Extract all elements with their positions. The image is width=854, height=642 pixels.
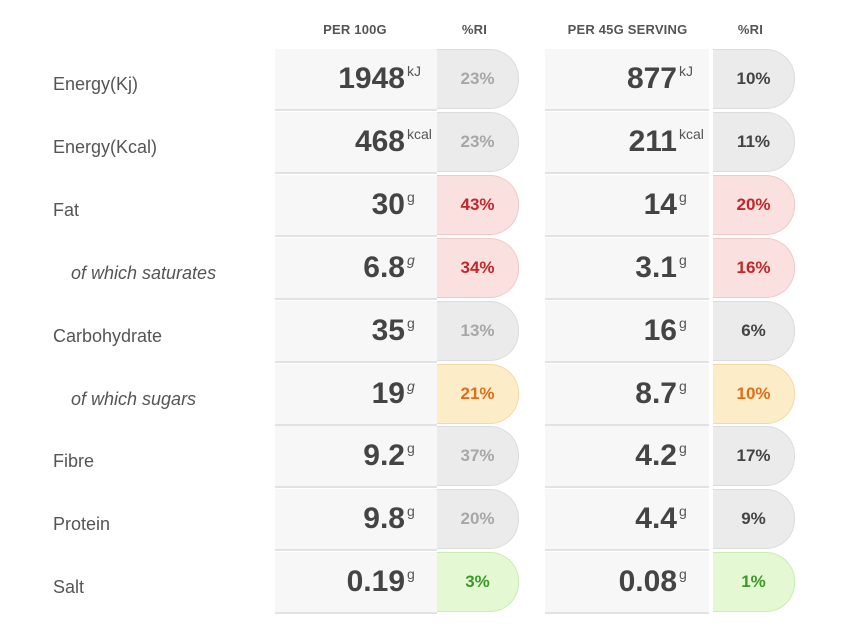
nutrient-label: Fat: [53, 200, 80, 220]
ri-serving-badge: 10%: [713, 49, 795, 109]
nutrient-row: Fibre 9.2 g 37% 4.2 g 17%: [0, 426, 854, 488]
per-100g-cell: 35 g: [275, 301, 437, 363]
per-100g-cell: 6.8 g: [275, 238, 437, 300]
per-100g-cell: 1948 kJ: [275, 49, 437, 111]
per-serving-value: 8.7: [635, 377, 677, 410]
header-ri-serving: %RI: [737, 22, 764, 37]
per-serving-unit: g: [679, 566, 687, 582]
per-100g-unit: g: [407, 315, 415, 331]
per-100g-unit: kJ: [407, 63, 421, 79]
nutrient-label: of which saturates: [71, 263, 217, 283]
per-serving-value: 4.2: [635, 439, 677, 472]
nutrient-row: of which saturates 6.8 g 34% 3.1 g 16%: [0, 238, 854, 300]
per-serving-unit: g: [679, 252, 687, 268]
per-serving-value: 3.1: [635, 251, 677, 284]
per-serving-value: 211: [628, 125, 677, 158]
ri-serving-badge: 17%: [713, 426, 795, 486]
per-100g-value: 30: [371, 188, 405, 221]
header-per-serving: PER 45G SERVING: [567, 22, 688, 37]
header-per-100g: PER 100G: [323, 22, 387, 37]
ri-100g-badge: 37%: [437, 426, 519, 486]
per-100g-value: 19: [371, 377, 405, 410]
nutrient-label: Carbohydrate: [53, 326, 163, 346]
per-100g-value: 6.8: [363, 251, 405, 284]
nutrient-row: Salt 0.19 g 3% 0.08 g 1%: [0, 552, 854, 614]
per-serving-unit: g: [679, 378, 687, 394]
ri-100g-badge: 20%: [437, 489, 519, 549]
ri-serving-badge: 10%: [713, 364, 795, 424]
per-serving-unit: kcal: [679, 126, 704, 142]
ri-serving-badge: 20%: [713, 175, 795, 235]
per-100g-value: 1948: [338, 62, 405, 95]
per-serving-cell: 16 g: [545, 301, 709, 363]
ri-100g-badge: 23%: [437, 49, 519, 109]
nutrient-row: Energy(Kcal) 468 kcal 23% 211 kcal 11%: [0, 112, 854, 174]
nutrient-label: Fibre: [53, 451, 95, 471]
per-100g-value: 0.19: [346, 565, 405, 598]
per-serving-unit: kJ: [679, 63, 693, 79]
per-100g-cell: 0.19 g: [275, 552, 437, 614]
nutrient-label: Energy(Kcal): [53, 137, 158, 157]
nutrient-row: of which sugars 19 g 21% 8.7 g 10%: [0, 364, 854, 426]
per-serving-cell: 4.4 g: [545, 489, 709, 551]
per-100g-cell: 30 g: [275, 175, 437, 237]
per-serving-value: 4.4: [635, 502, 677, 535]
per-100g-value: 468: [354, 125, 405, 158]
nutrient-row: Carbohydrate 35 g 13% 16 g 6%: [0, 301, 854, 363]
per-100g-value: 9.2: [363, 439, 405, 472]
per-serving-unit: g: [679, 440, 687, 456]
per-100g-unit: g: [407, 378, 415, 394]
ri-100g-badge: 3%: [437, 552, 519, 612]
nutrient-label: Salt: [53, 577, 85, 597]
nutrient-label: Protein: [53, 514, 111, 534]
per-serving-cell: 877 kJ: [545, 49, 709, 111]
ri-100g-badge: 21%: [437, 364, 519, 424]
nutrient-label: Energy(Kj): [53, 74, 139, 94]
per-100g-value: 35: [371, 314, 405, 347]
per-serving-unit: g: [679, 189, 687, 205]
per-100g-cell: 468 kcal: [275, 112, 437, 174]
per-100g-unit: g: [407, 440, 415, 456]
per-serving-cell: 8.7 g: [545, 364, 709, 426]
nutrient-row: Energy(Kj) 1948 kJ 23% 877 kJ 10%: [0, 49, 854, 111]
ri-serving-badge: 11%: [713, 112, 795, 172]
per-serving-cell: 0.08 g: [545, 552, 709, 614]
per-serving-value: 16: [643, 314, 677, 347]
per-100g-unit: g: [407, 566, 415, 582]
nutrient-label: of which sugars: [71, 389, 197, 409]
per-serving-value: 0.08: [618, 565, 677, 598]
per-100g-value: 9.8: [363, 502, 405, 535]
per-serving-value: 877: [626, 62, 677, 95]
per-100g-cell: 19 g: [275, 364, 437, 426]
ri-serving-badge: 1%: [713, 552, 795, 612]
per-100g-cell: 9.8 g: [275, 489, 437, 551]
per-serving-cell: 3.1 g: [545, 238, 709, 300]
ri-100g-badge: 34%: [437, 238, 519, 298]
per-100g-unit: g: [407, 252, 415, 268]
per-100g-unit: kcal: [407, 126, 432, 142]
ri-serving-badge: 9%: [713, 489, 795, 549]
ri-serving-badge: 16%: [713, 238, 795, 298]
per-serving-cell: 14 g: [545, 175, 709, 237]
per-serving-unit: g: [679, 315, 687, 331]
ri-100g-badge: 13%: [437, 301, 519, 361]
per-100g-unit: g: [407, 189, 415, 205]
per-serving-cell: 211 kcal: [545, 112, 709, 174]
per-serving-value: 14: [643, 188, 677, 221]
per-100g-cell: 9.2 g: [275, 426, 437, 488]
per-serving-cell: 4.2 g: [545, 426, 709, 488]
nutrient-row: Fat 30 g 43% 14 g 20%: [0, 175, 854, 237]
nutrient-row: Protein 9.8 g 20% 4.4 g 9%: [0, 489, 854, 551]
ri-serving-badge: 6%: [713, 301, 795, 361]
ri-100g-badge: 43%: [437, 175, 519, 235]
per-100g-unit: g: [407, 503, 415, 519]
per-serving-unit: g: [679, 503, 687, 519]
ri-100g-badge: 23%: [437, 112, 519, 172]
header-ri-100g: %RI: [461, 22, 488, 37]
